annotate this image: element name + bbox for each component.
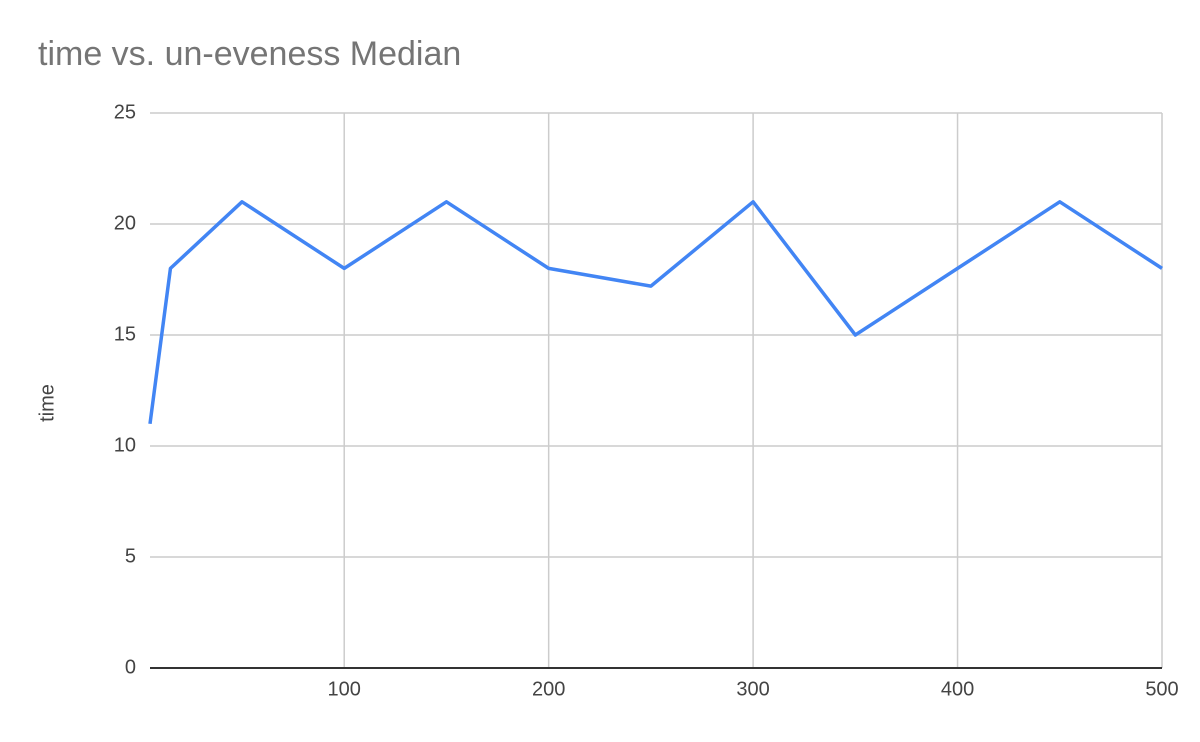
x-tick-label: 400	[941, 678, 974, 700]
x-tick-label: 300	[736, 678, 769, 700]
y-tick-label: 5	[125, 545, 136, 567]
x-tick-label: 100	[328, 678, 361, 700]
y-tick-label: 20	[114, 212, 136, 234]
y-axis-label: time	[36, 384, 58, 422]
y-tick-label: 25	[114, 101, 136, 123]
x-tick-label: 500	[1145, 678, 1178, 700]
x-tick-label: 200	[532, 678, 565, 700]
y-tick-label: 15	[114, 323, 136, 345]
data-line	[148, 200, 1163, 425]
chart-title: time vs. un-eveness Median	[38, 35, 461, 73]
y-tick-label: 10	[114, 434, 136, 456]
y-tick-label: 0	[125, 656, 136, 678]
